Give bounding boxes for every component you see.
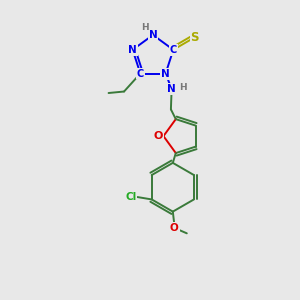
Text: N: N	[128, 45, 137, 55]
Text: O: O	[153, 131, 163, 141]
Text: N: N	[161, 69, 170, 79]
Text: C: C	[170, 45, 177, 55]
Text: C: C	[137, 69, 144, 79]
Text: S: S	[190, 31, 199, 44]
Text: H: H	[141, 23, 148, 32]
Text: O: O	[170, 223, 179, 233]
Text: N: N	[167, 84, 176, 94]
Text: N: N	[148, 30, 157, 40]
Text: Cl: Cl	[125, 192, 136, 202]
Text: H: H	[179, 83, 187, 92]
